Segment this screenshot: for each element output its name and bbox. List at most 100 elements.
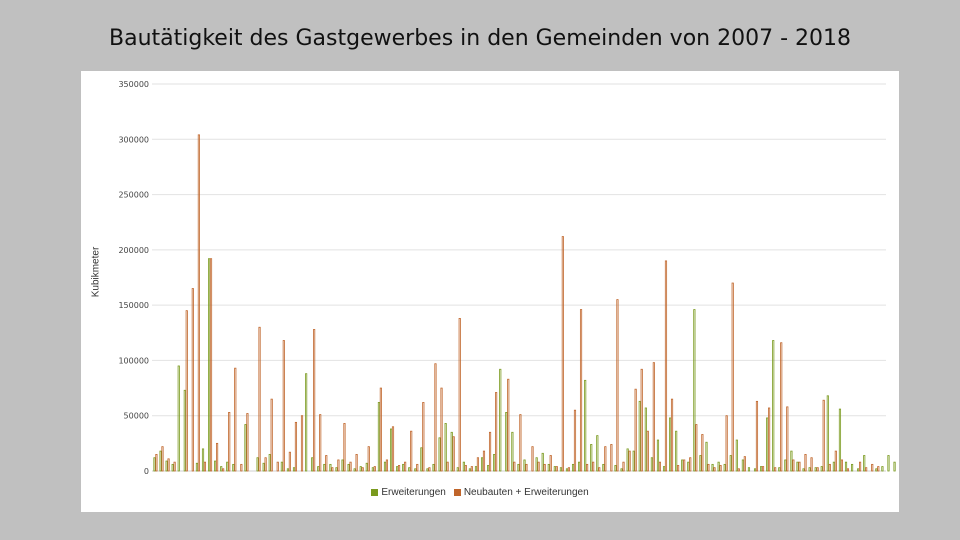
bar-erweiterungen[interactable]: [881, 466, 884, 472]
bar-erweiterungen[interactable]: [893, 461, 896, 472]
bar-erweiterungen[interactable]: [493, 454, 496, 472]
bar-neubauten[interactable]: [622, 461, 625, 472]
bar-neubauten[interactable]: [586, 463, 589, 472]
bar-erweiterungen[interactable]: [760, 466, 763, 472]
bar-erweiterungen[interactable]: [626, 448, 629, 472]
bar-neubauten[interactable]: [216, 442, 219, 472]
bar-erweiterungen[interactable]: [559, 467, 562, 472]
bar-erweiterungen[interactable]: [650, 457, 653, 472]
bar-neubauten[interactable]: [470, 466, 473, 472]
bar-erweiterungen[interactable]: [741, 459, 744, 472]
bar-neubauten[interactable]: [258, 326, 261, 472]
bar-neubauten[interactable]: [840, 459, 843, 472]
bar-erweiterungen[interactable]: [693, 309, 696, 472]
bar-neubauten[interactable]: [331, 467, 334, 472]
bar-erweiterungen[interactable]: [232, 463, 235, 472]
bar-neubauten[interactable]: [567, 467, 570, 472]
bar-erweiterungen[interactable]: [329, 463, 332, 472]
bar-erweiterungen[interactable]: [875, 468, 878, 472]
bar-neubauten[interactable]: [610, 444, 613, 472]
bar-erweiterungen[interactable]: [402, 463, 405, 472]
bar-neubauten[interactable]: [294, 421, 298, 472]
bar-erweiterungen[interactable]: [220, 466, 223, 472]
bar-erweiterungen[interactable]: [747, 467, 751, 472]
bar-neubauten[interactable]: [755, 400, 759, 472]
bar-erweiterungen[interactable]: [838, 408, 842, 472]
bar-erweiterungen[interactable]: [802, 468, 805, 472]
bar-erweiterungen[interactable]: [844, 461, 848, 472]
bar-erweiterungen[interactable]: [396, 466, 399, 472]
bar-neubauten[interactable]: [373, 466, 376, 472]
bar-neubauten[interactable]: [325, 455, 328, 472]
bar-neubauten[interactable]: [561, 236, 564, 472]
bar-erweiterungen[interactable]: [705, 441, 708, 472]
bar-neubauten[interactable]: [798, 461, 801, 472]
bar-neubauten[interactable]: [707, 463, 710, 472]
bar-neubauten[interactable]: [391, 426, 395, 472]
bar-neubauten[interactable]: [743, 456, 746, 472]
bar-neubauten[interactable]: [343, 423, 346, 472]
bar-erweiterungen[interactable]: [820, 466, 823, 472]
bar-erweiterungen[interactable]: [505, 411, 508, 472]
bar-erweiterungen[interactable]: [590, 444, 593, 472]
bar-erweiterungen[interactable]: [256, 457, 259, 472]
bar-neubauten[interactable]: [313, 329, 316, 472]
bar-erweiterungen[interactable]: [456, 467, 459, 472]
bar-neubauten[interactable]: [834, 450, 837, 472]
bar-neubauten[interactable]: [379, 387, 382, 472]
bar-erweiterungen[interactable]: [578, 461, 581, 472]
bar-erweiterungen[interactable]: [699, 455, 702, 472]
bar-erweiterungen[interactable]: [517, 463, 520, 472]
bar-erweiterungen[interactable]: [565, 468, 569, 472]
bar-neubauten[interactable]: [731, 282, 734, 472]
bar-neubauten[interactable]: [155, 454, 158, 472]
bar-erweiterungen[interactable]: [347, 463, 350, 472]
bar-erweiterungen[interactable]: [153, 457, 156, 472]
bar-neubauten[interactable]: [646, 430, 649, 472]
bar-neubauten[interactable]: [361, 467, 364, 472]
bar-erweiterungen[interactable]: [444, 423, 447, 472]
bar-erweiterungen[interactable]: [687, 461, 690, 472]
bar-erweiterungen[interactable]: [753, 468, 757, 472]
bar-erweiterungen[interactable]: [644, 407, 647, 472]
bar-neubauten[interactable]: [337, 459, 340, 472]
bar-neubauten[interactable]: [761, 466, 765, 472]
bar-erweiterungen[interactable]: [735, 439, 738, 472]
bar-erweiterungen[interactable]: [857, 468, 860, 472]
bar-erweiterungen[interactable]: [292, 467, 296, 472]
bar-neubauten[interactable]: [300, 415, 304, 472]
bar-neubauten[interactable]: [507, 378, 510, 472]
bar-erweiterungen[interactable]: [632, 450, 635, 472]
bar-erweiterungen[interactable]: [808, 467, 811, 472]
bar-erweiterungen[interactable]: [766, 417, 769, 472]
bar-neubauten[interactable]: [598, 467, 601, 472]
bar-neubauten[interactable]: [525, 463, 528, 472]
bar-erweiterungen[interactable]: [438, 437, 441, 472]
bar-neubauten[interactable]: [440, 387, 443, 472]
bar-erweiterungen[interactable]: [414, 468, 417, 472]
bar-erweiterungen[interactable]: [711, 463, 714, 472]
bar-erweiterungen[interactable]: [474, 466, 478, 472]
bar-neubauten[interactable]: [488, 431, 492, 472]
bar-neubauten[interactable]: [774, 467, 777, 472]
bar-neubauten[interactable]: [634, 388, 637, 472]
bar-erweiterungen[interactable]: [377, 402, 380, 472]
bar-neubauten[interactable]: [725, 415, 728, 472]
bar-neubauten[interactable]: [658, 461, 661, 472]
bar-neubauten[interactable]: [689, 457, 692, 472]
bar-neubauten[interactable]: [543, 463, 546, 472]
bar-neubauten[interactable]: [677, 465, 680, 472]
bar-neubauten[interactable]: [246, 413, 249, 472]
bar-neubauten[interactable]: [846, 468, 850, 472]
bar-erweiterungen[interactable]: [596, 435, 599, 472]
bar-erweiterungen[interactable]: [208, 258, 211, 472]
bar-erweiterungen[interactable]: [165, 460, 168, 472]
bar-erweiterungen[interactable]: [796, 461, 799, 472]
bar-neubauten[interactable]: [367, 446, 370, 472]
bar-neubauten[interactable]: [555, 466, 558, 472]
bar-neubauten[interactable]: [416, 463, 419, 472]
bar-erweiterungen[interactable]: [863, 455, 866, 472]
bar-neubauten[interactable]: [822, 399, 825, 472]
bar-erweiterungen[interactable]: [547, 463, 550, 472]
bar-erweiterungen[interactable]: [432, 463, 435, 472]
